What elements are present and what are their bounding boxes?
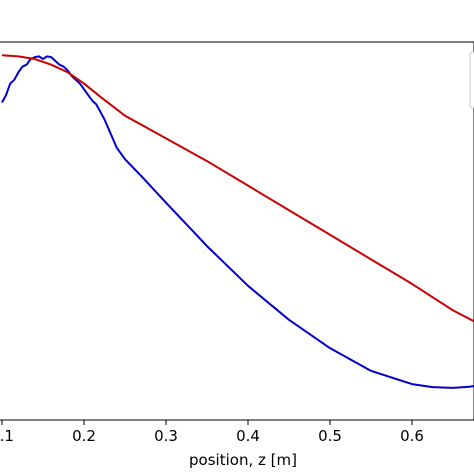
x-tick-label: 0.6 xyxy=(400,427,424,445)
x-tick-label: 0.3 xyxy=(154,427,178,445)
x-tick-label: 0.5 xyxy=(318,427,342,445)
x-axis-ticks: 0.1 0.2 0.3 0.4 0.5 0.6 xyxy=(0,420,424,445)
series-line-2 xyxy=(1,54,474,323)
x-axis-label: position, z [m] xyxy=(189,451,297,469)
plot-frame xyxy=(0,41,474,421)
x-tick-label: 0.4 xyxy=(236,427,260,445)
series-layer xyxy=(1,54,474,389)
legend-box xyxy=(469,51,474,109)
x-tick-label: 0.1 xyxy=(0,427,14,445)
x-tick-label: 0.2 xyxy=(72,427,96,445)
series-line-1 xyxy=(1,55,474,389)
